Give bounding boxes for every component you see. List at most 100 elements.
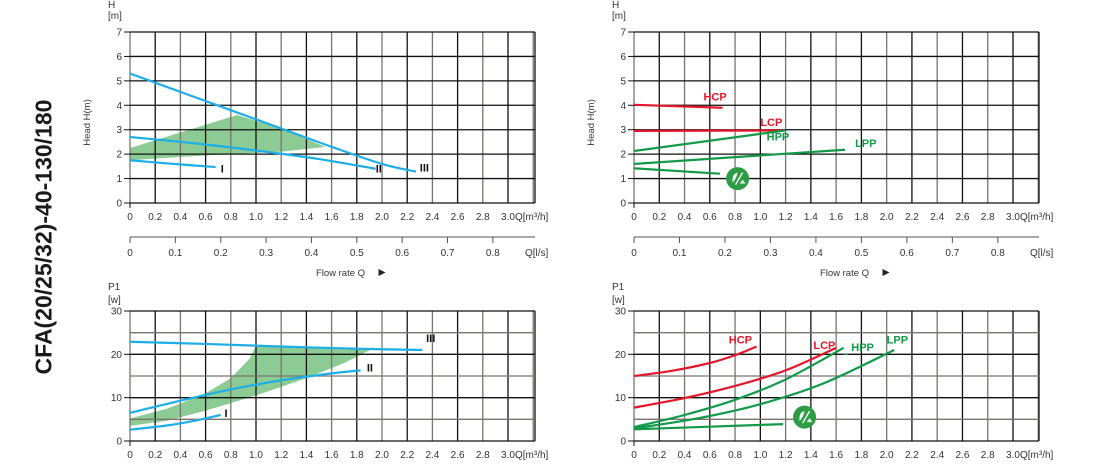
series-line-hcp (633, 345, 757, 378)
x-tick-label: 2.2 (400, 212, 414, 223)
x-tick-label: 3.0 (501, 212, 515, 223)
eco-badge-circle (726, 167, 750, 191)
x-tick-label: 1.6 (325, 212, 339, 223)
x-tick-label: 1.8 (350, 450, 364, 461)
y-tick-label: 30 (111, 307, 123, 318)
series-line-lpp (633, 148, 846, 166)
x-tick-label: 1.0 (753, 212, 767, 223)
x-tick-label: 1.2 (779, 450, 793, 461)
x-tick-label: 0 (631, 450, 637, 461)
x-tick-label: 0 (127, 450, 133, 461)
x-tick-label: 2.0 (375, 450, 389, 461)
x-tick-label: 2.8 (476, 212, 490, 223)
secondary-tick-label: 0.7 (441, 248, 455, 259)
series-label-lpp: LPP (887, 335, 908, 347)
x-tick-label: 2.8 (981, 450, 995, 461)
series-label-iii: III (426, 333, 435, 345)
series-line-hcp (633, 103, 723, 109)
x-tick-label: 1.4 (804, 450, 818, 461)
chart-power-speed: 0 10 20 30 0 0.2 0.4 0.6 0.8 1.0 1.2 1.4 1.6 1.8 2.0 2.… (108, 282, 549, 461)
chart-power-modes: 0 10 20 30 0 0.2 0.4 0.6 0.8 1.0 1.2 1.4 1.6 1.8 2.0 2.… (612, 282, 1054, 461)
x-tick-label: 0.8 (224, 450, 238, 461)
series-label-i: I (221, 163, 224, 175)
y-tick-label: 2 (620, 150, 626, 161)
x-tick-label: 1.4 (299, 212, 313, 223)
series-line-auto (633, 423, 784, 431)
series-label-ii: II (367, 363, 373, 375)
secondary-tick-label: 0.5 (350, 248, 364, 259)
x-tick-label: 1.2 (274, 212, 288, 223)
x-tick-label: 0.2 (148, 212, 162, 223)
x-tick-label: 0.6 (199, 450, 213, 461)
series-line-lcp (633, 346, 837, 409)
y-axis-title: Head H(m) (82, 99, 93, 145)
operating-band (130, 115, 326, 161)
series-label-hcp: HCP (729, 335, 752, 347)
x-tick-label: 2.0 (880, 212, 894, 223)
series-label-hpp: HPP (767, 132, 790, 144)
x-tick-label: 1.8 (350, 212, 364, 223)
x-tick-label: 2.6 (956, 450, 970, 461)
x-tick-label: 1.6 (325, 450, 339, 461)
secondary-tick-label: 0.2 (214, 248, 228, 259)
y-unit-symbol: H (612, 0, 619, 11)
x-tick-label: 0.8 (224, 212, 238, 223)
eco-auto-badge-icon (726, 167, 750, 191)
secondary-tick-label: 0 (127, 248, 133, 259)
x-tick-label: 2.8 (981, 212, 995, 223)
secondary-tick-label: 0 (631, 248, 637, 259)
x-tick-label: 0.2 (652, 212, 666, 223)
x-tick-label: 1.4 (804, 212, 818, 223)
x-tick-label: 2.4 (425, 212, 439, 223)
secondary-unit-label: Q[l/s] (525, 248, 549, 259)
y-tick-label: 30 (615, 307, 627, 318)
x-unit-label: Q[m³/h] (515, 450, 549, 461)
x-tick-label: 0.8 (728, 212, 742, 223)
series-label-hpp: HPP (851, 342, 874, 354)
x-tick-label: 3.0 (1006, 450, 1020, 461)
x-tick-label: 1.4 (299, 450, 313, 461)
x-tick-label: 2.4 (930, 450, 944, 461)
y-unit-bracket: [w] (612, 295, 625, 306)
x-tick-label: 2.2 (905, 212, 919, 223)
arrow-right-icon (378, 269, 386, 276)
x-tick-label: 0.2 (652, 450, 666, 461)
secondary-tick-label: 0.6 (900, 248, 914, 259)
series-line-auto (633, 167, 720, 175)
y-tick-label: 0 (116, 437, 122, 448)
y-tick-label: 5 (116, 76, 122, 87)
series-line-i (129, 413, 221, 431)
y-axis-title: Head H(m) (586, 99, 597, 145)
y-unit-symbol: H (108, 0, 115, 11)
y-tick-label: 10 (615, 393, 627, 404)
secondary-unit-label: Q[l/s] (1030, 248, 1054, 259)
x-axis-title: Flow rate Q (316, 268, 365, 279)
y-tick-label: 0 (116, 199, 122, 210)
x-tick-label: 0 (631, 212, 637, 223)
x-tick-label: 2.2 (400, 450, 414, 461)
y-unit-symbol: P1 (612, 282, 625, 293)
leaf-icon (732, 172, 738, 183)
x-tick-label: 1.0 (249, 450, 263, 461)
x-tick-label: 0.2 (148, 450, 162, 461)
series-line-hpp (633, 129, 786, 153)
x-tick-label: 0.8 (728, 450, 742, 461)
x-tick-label: 1.8 (854, 450, 868, 461)
series-label-hcp: HCP (703, 91, 726, 103)
series-label-lcp: LCP (760, 117, 782, 129)
y-tick-label: 4 (620, 101, 626, 112)
secondary-tick-label: 0.1 (673, 248, 687, 259)
x-tick-label: 2.0 (880, 450, 894, 461)
eco-auto-badge-icon (793, 405, 817, 429)
y-tick-label: 0 (620, 199, 626, 210)
x-tick-label: 0.6 (199, 212, 213, 223)
x-tick-label: 2.8 (476, 450, 490, 461)
x-unit-label: Q[m³/h] (1020, 450, 1054, 461)
x-tick-label: 2.6 (451, 212, 465, 223)
x-tick-label: 1.0 (249, 212, 263, 223)
y-tick-label: 3 (116, 125, 122, 136)
slash-icon (801, 410, 811, 424)
series-line-hpp (633, 346, 845, 429)
y-tick-label: 2 (116, 150, 122, 161)
leaf-icon (799, 411, 805, 422)
